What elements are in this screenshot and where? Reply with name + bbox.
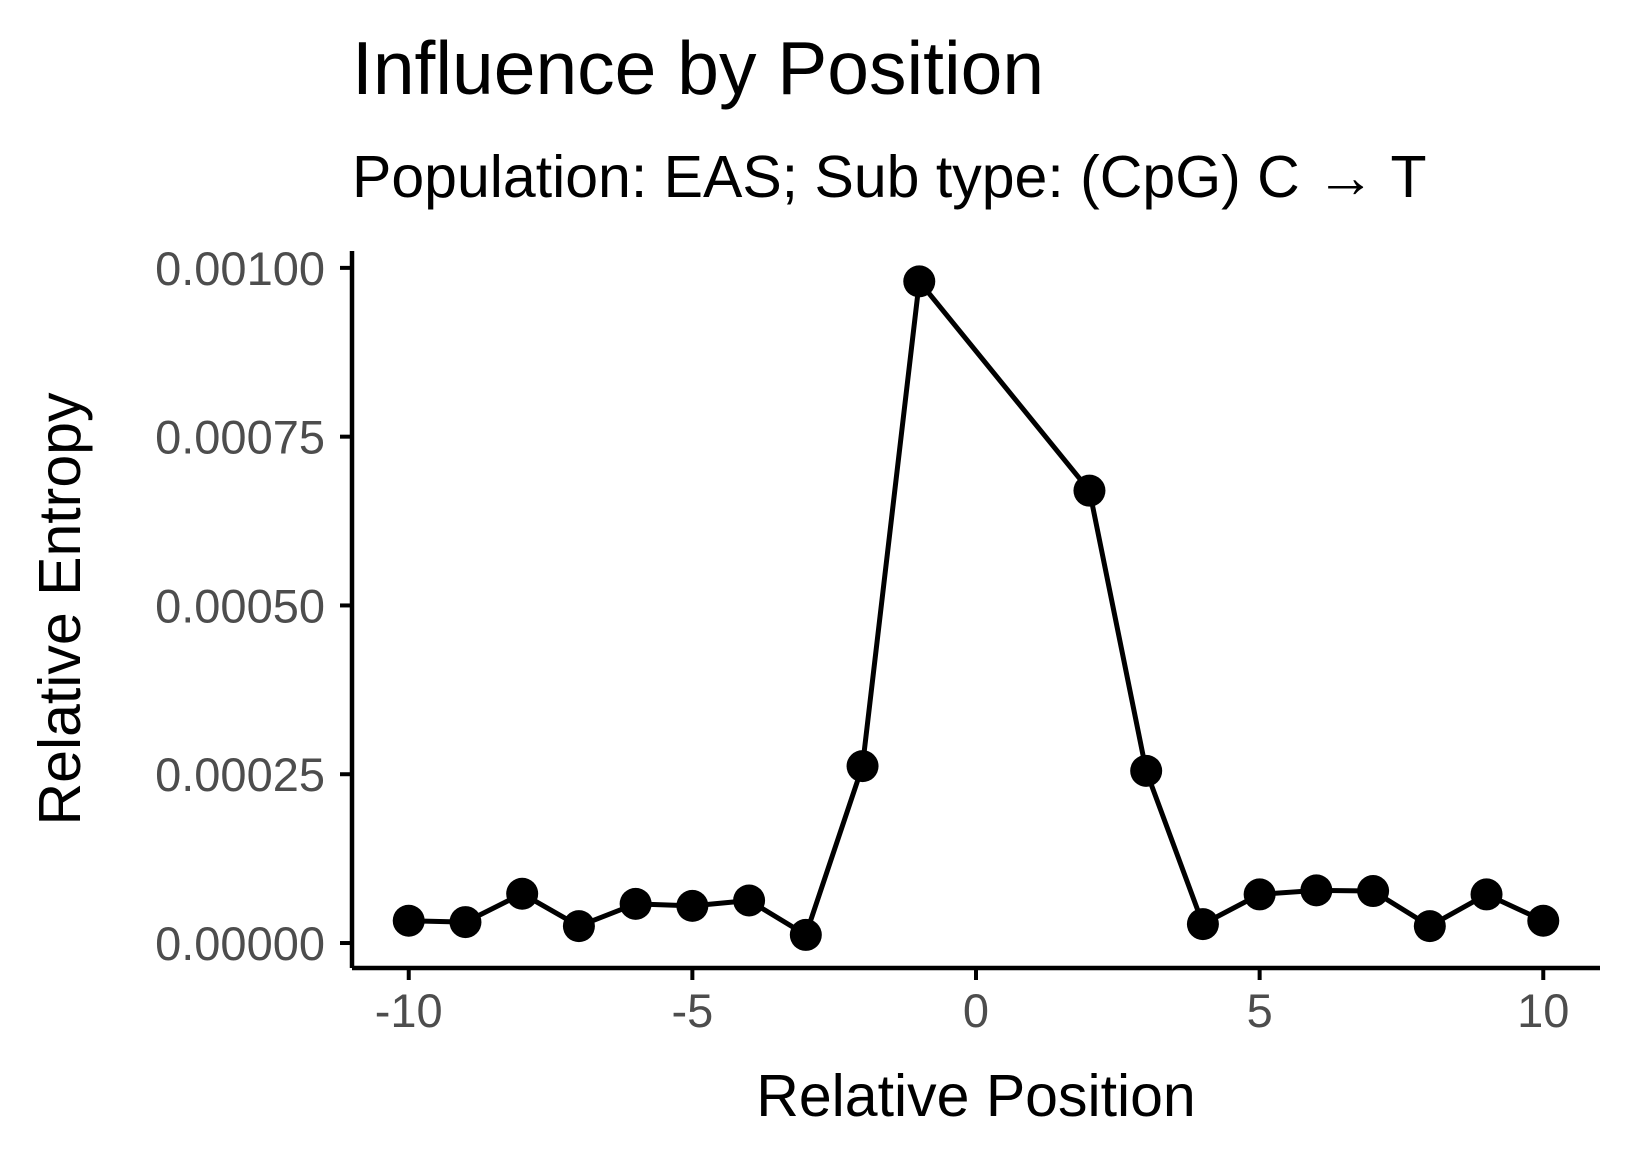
- data-point: [1470, 878, 1503, 911]
- series-line: [408, 278, 1545, 938]
- data-point: [619, 887, 652, 920]
- y-tick-label: 0.00075: [155, 411, 325, 464]
- chart-subtitle: Population: EAS; Sub type: (CpG) C → T: [352, 144, 1427, 210]
- data-point: [1130, 754, 1163, 787]
- x-tick-label: 10: [1517, 984, 1569, 1037]
- y-tick-label: 0.00050: [155, 579, 325, 632]
- y-tick-label: 0.00000: [155, 917, 325, 970]
- data-point: [903, 265, 936, 298]
- data-point: [1243, 878, 1276, 911]
- y-tick-label: 0.00100: [155, 242, 325, 295]
- x-axis-title: Relative Position: [756, 1063, 1195, 1129]
- data-point: [846, 750, 879, 783]
- x-axis: -10 -5 0 5 10: [352, 965, 1600, 1037]
- y-tick-label: 0.00025: [155, 748, 325, 801]
- y-axis-title: Relative Entropy: [27, 392, 93, 825]
- data-point: [1357, 875, 1390, 908]
- y-axis-ticks: 0.00000 0.00025 0.00050 0.00075 0.00100: [155, 242, 352, 970]
- series-points: [392, 265, 1560, 951]
- data-point: [1527, 904, 1560, 937]
- data-point: [392, 904, 425, 937]
- x-tick-label: -10: [375, 984, 443, 1037]
- data-point: [676, 889, 709, 922]
- x-axis-ticks: -10 -5 0 5 10: [375, 968, 1569, 1037]
- data-point: [1073, 474, 1106, 507]
- data-point: [1300, 874, 1333, 907]
- data-point: [562, 910, 595, 943]
- data-point: [1413, 910, 1446, 943]
- x-tick-label: 5: [1247, 984, 1273, 1037]
- chart-title: Influence by Position: [352, 26, 1044, 110]
- data-point: [789, 918, 822, 951]
- data-point: [1186, 908, 1219, 941]
- x-tick-label: -5: [671, 984, 713, 1037]
- plot-area: [392, 265, 1560, 951]
- data-point: [449, 906, 482, 939]
- data-point: [733, 884, 766, 917]
- x-tick-label: 0: [963, 984, 989, 1037]
- data-point: [506, 877, 539, 910]
- y-axis: 0.00000 0.00025 0.00050 0.00075 0.00100: [155, 242, 355, 970]
